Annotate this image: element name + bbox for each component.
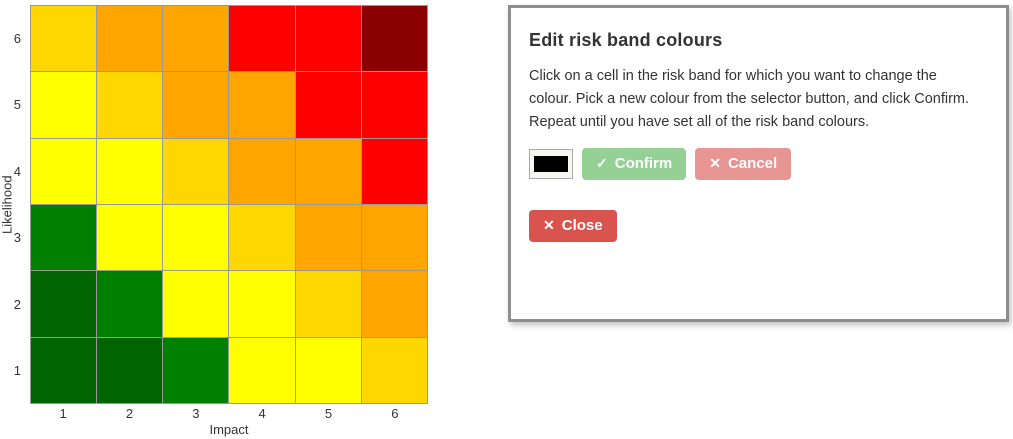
risk-cell[interactable] (97, 138, 163, 204)
risk-cell[interactable] (229, 337, 295, 403)
risk-cell[interactable] (31, 6, 97, 72)
risk-cell[interactable] (31, 72, 97, 138)
close-row: ✕ Close (529, 209, 988, 242)
x-tick-label: 4 (258, 406, 266, 421)
risk-cell[interactable] (295, 6, 361, 72)
risk-cell[interactable] (163, 337, 229, 403)
risk-cell[interactable] (229, 6, 295, 72)
x-axis-ticks: 1 2 3 4 5 6 (30, 406, 428, 421)
y-tick-label: 3 (13, 230, 21, 246)
risk-cell[interactable] (361, 138, 427, 204)
y-tick-label: 4 (13, 163, 21, 179)
x-tick-label: 6 (391, 406, 399, 421)
x-icon: ✕ (543, 217, 555, 234)
risk-cell[interactable] (229, 72, 295, 138)
risk-cell[interactable] (361, 271, 427, 337)
risk-cell[interactable] (31, 271, 97, 337)
colour-picker-input[interactable] (529, 148, 573, 179)
risk-cell[interactable] (295, 271, 361, 337)
risk-cell[interactable] (31, 138, 97, 204)
risk-cell[interactable] (97, 205, 163, 271)
risk-cell[interactable] (361, 72, 427, 138)
confirm-button-label: Confirm (614, 154, 673, 172)
risk-cell[interactable] (295, 138, 361, 204)
risk-grid (30, 5, 428, 404)
x-tick-label: 1 (59, 406, 67, 421)
y-tick-label: 2 (13, 296, 21, 312)
x-tick-label: 3 (192, 406, 200, 421)
check-icon: ✓ (596, 155, 608, 172)
y-tick-label: 5 (13, 97, 21, 113)
risk-cell[interactable] (361, 205, 427, 271)
risk-cell[interactable] (229, 205, 295, 271)
risk-cell[interactable] (97, 337, 163, 403)
risk-cell[interactable] (31, 205, 97, 271)
risk-cell[interactable] (295, 337, 361, 403)
risk-cell[interactable] (295, 205, 361, 271)
y-axis-ticks: 6 5 4 3 2 1 (0, 5, 28, 404)
y-tick-label: 1 (13, 363, 21, 379)
x-axis-label: Impact (209, 422, 249, 437)
risk-cell[interactable] (97, 72, 163, 138)
confirm-button[interactable]: ✓ Confirm (582, 147, 687, 180)
x-icon: ✕ (709, 155, 721, 172)
risk-cell[interactable] (97, 6, 163, 72)
dialog-instructions: Click on a cell in the risk band for whi… (529, 68, 970, 130)
risk-cell[interactable] (229, 138, 295, 204)
dialog-title: Edit risk band colours (529, 30, 723, 50)
x-tick-label: 5 (324, 406, 333, 421)
close-button[interactable]: ✕ Close (529, 209, 617, 242)
risk-cell[interactable] (361, 6, 427, 72)
risk-cell[interactable] (97, 271, 163, 337)
risk-cell[interactable] (31, 337, 97, 403)
risk-cell[interactable] (163, 72, 229, 138)
risk-cell[interactable] (361, 337, 427, 403)
risk-cell[interactable] (163, 271, 229, 337)
risk-cell[interactable] (163, 6, 229, 72)
edit-risk-band-colours-dialog: Edit risk band colours Click on a cell i… (508, 5, 1009, 322)
risk-cell[interactable] (295, 72, 361, 138)
risk-cell[interactable] (229, 271, 295, 337)
x-tick-label: 2 (125, 406, 134, 421)
y-tick-label: 6 (13, 30, 21, 46)
risk-cell[interactable] (163, 138, 229, 204)
cancel-button[interactable]: ✕ Cancel (695, 147, 792, 180)
risk-cell[interactable] (163, 205, 229, 271)
colour-controls-row: ✓ Confirm ✕ Cancel (529, 147, 988, 180)
close-button-label: Close (561, 216, 603, 234)
cancel-button-label: Cancel (727, 154, 778, 172)
selected-colour-swatch (534, 155, 568, 172)
